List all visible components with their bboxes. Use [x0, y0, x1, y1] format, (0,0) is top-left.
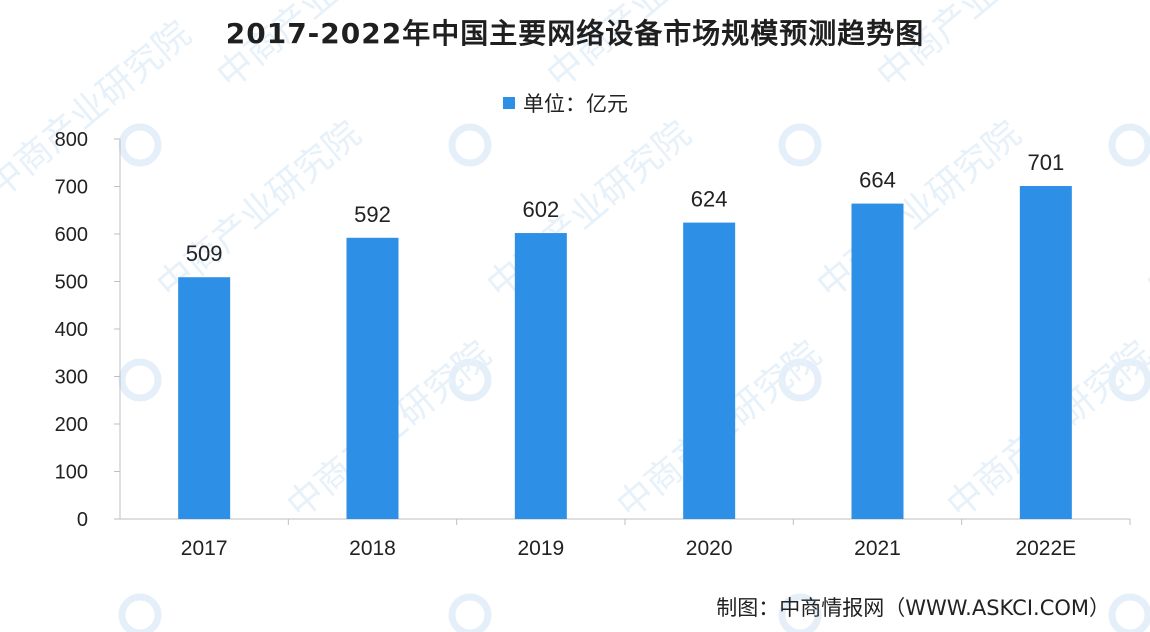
data-label: 664: [859, 168, 896, 193]
askci-logo-icon: [1108, 123, 1150, 167]
y-tick-label: 300: [55, 367, 88, 389]
bar: [851, 203, 904, 519]
source-note: 制图：中商情报网（WWW.ASKCI.COM）: [716, 596, 1110, 620]
y-tick-label: 800: [55, 129, 88, 151]
bar: [514, 233, 567, 520]
chart-title: 2017-2022年中国主要网络设备市场规模预测趋势图: [225, 17, 925, 50]
y-tick-label: 0: [77, 509, 88, 531]
y-tick-label: 500: [55, 272, 88, 294]
bar: [1019, 186, 1072, 519]
y-tick-label: 100: [55, 462, 88, 484]
askci-logo-icon: [118, 123, 162, 167]
bar: [683, 222, 736, 519]
askci-logo-icon: [778, 593, 822, 632]
askci-logo-icon: [1108, 593, 1150, 632]
y-tick-label: 200: [55, 414, 88, 436]
askci-logo-icon: [778, 123, 822, 167]
askci-logo-icon: [448, 593, 492, 632]
data-label: 602: [522, 197, 559, 222]
askci-logo-icon: [118, 358, 162, 402]
x-tick-label: 2017: [181, 537, 228, 560]
askci-logo-icon: [118, 593, 162, 632]
y-tick-label: 600: [55, 224, 88, 246]
y-tick-label: 400: [55, 319, 88, 341]
askci-logo-icon: [448, 123, 492, 167]
legend-label: 单位：亿元: [523, 92, 628, 116]
askci-logo-icon: [448, 358, 492, 402]
askci-logo-icon: [778, 358, 822, 402]
x-tick-label: 2019: [517, 537, 564, 560]
data-label: 701: [1027, 150, 1064, 175]
x-tick-label: 2021: [854, 537, 901, 560]
data-label: 509: [186, 241, 223, 266]
y-tick-label: 700: [55, 177, 88, 199]
legend: 单位：亿元: [503, 88, 628, 118]
x-tick-label: 2018: [349, 537, 396, 560]
data-label: 592: [354, 202, 391, 227]
bar: [346, 237, 399, 520]
legend-swatch: [503, 97, 515, 109]
x-tick-label: 2020: [686, 537, 733, 560]
x-tick-label: 2022E: [1015, 537, 1076, 560]
askci-logo-icon: [1108, 358, 1150, 402]
bar: [178, 277, 231, 519]
data-label: 624: [691, 187, 728, 212]
